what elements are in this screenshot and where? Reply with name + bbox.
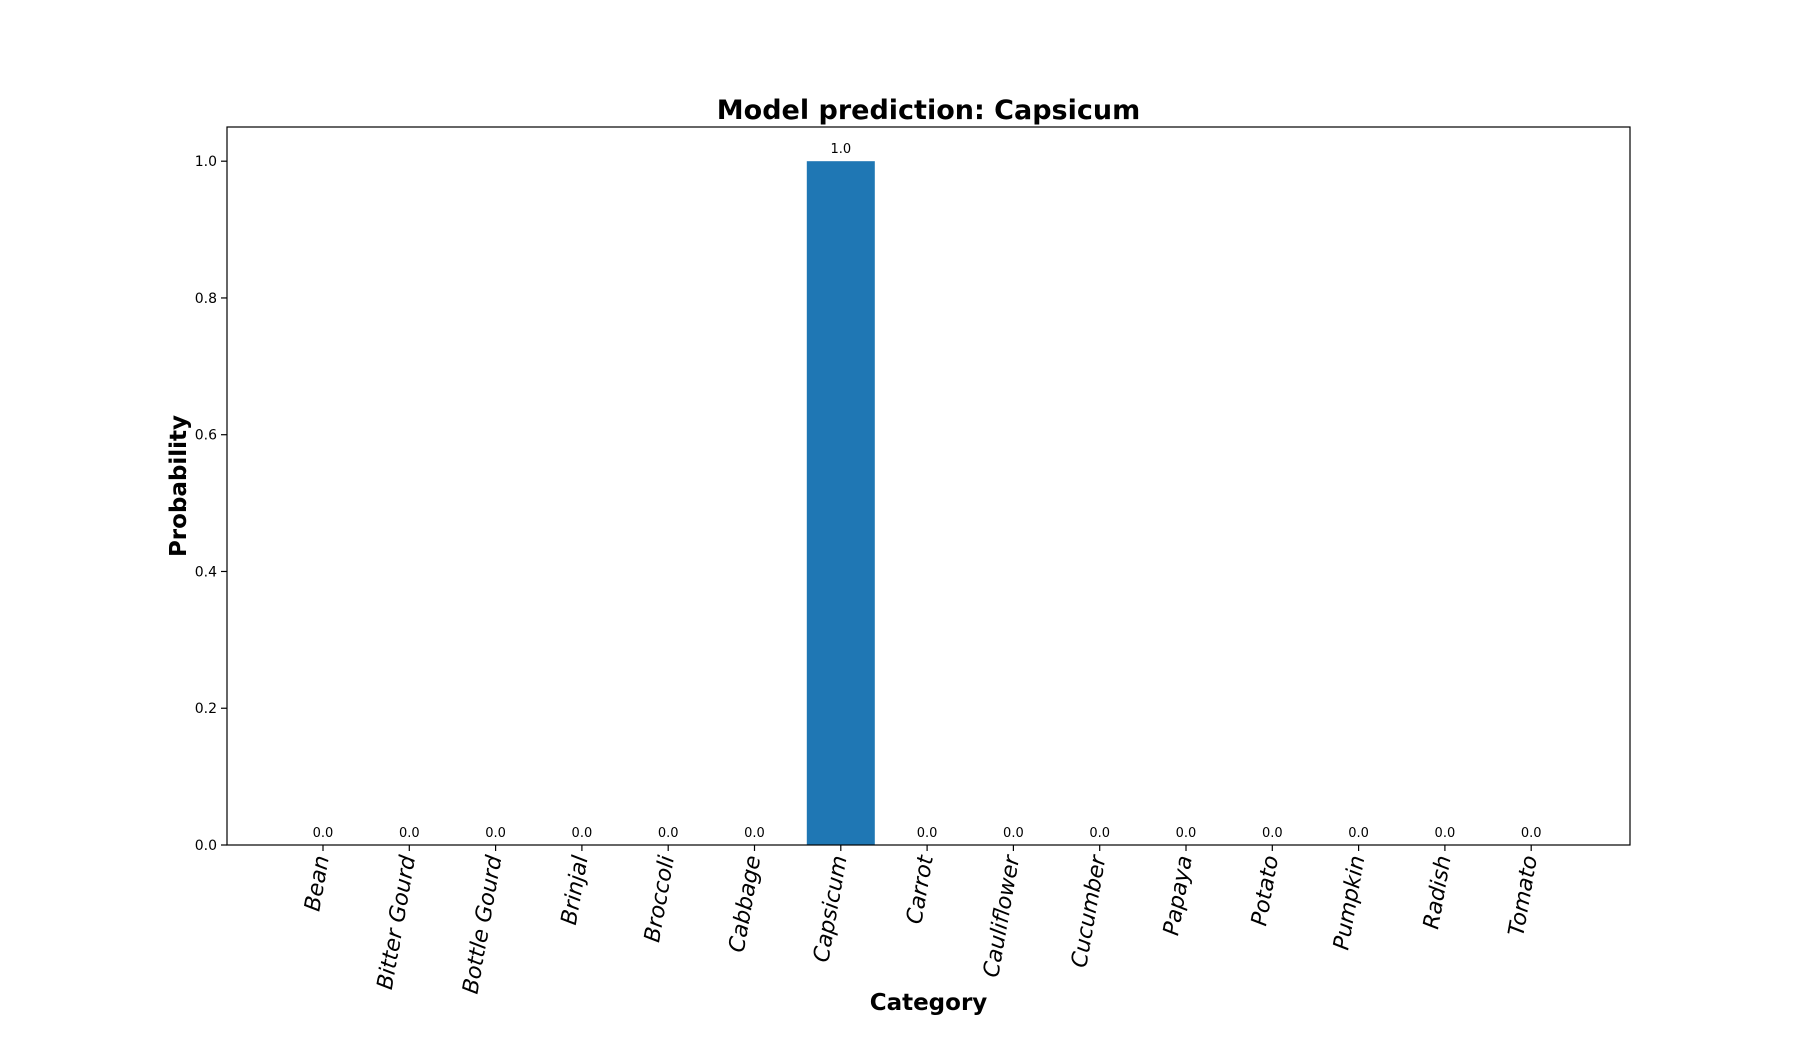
x-tick-label: Bean: [300, 854, 334, 914]
x-tick-label: Radish: [1419, 854, 1457, 931]
data-label: 0.0: [572, 826, 593, 841]
y-tick-label: 0.6: [195, 428, 217, 444]
data-labels-layer: 0.0 0.0 0.0 0.0 0.0 0.0 1.0 0.0 0.0 0.0 0.0 0.0 0.0 0…: [313, 142, 1542, 841]
x-tick-label: Broccoli: [640, 854, 680, 944]
bars-layer: [806, 161, 875, 845]
data-label: 0.0: [1521, 826, 1542, 841]
x-tick-label: Carrot: [902, 852, 939, 926]
data-label: 0.0: [1348, 826, 1369, 841]
x-tick-label: Potato: [1247, 854, 1284, 928]
y-tick-label: 1.0: [195, 154, 217, 170]
x-tick-label: Capsicum: [809, 854, 852, 965]
plot-frame: [226, 126, 1631, 846]
data-label: 0.0: [1003, 826, 1024, 841]
x-tick-label: Papaya: [1159, 854, 1198, 938]
y-tick-label: 0.0: [195, 838, 217, 854]
y-tick-label: 0.4: [195, 564, 217, 580]
data-label: 0.0: [485, 826, 506, 841]
data-label: 0.0: [917, 826, 938, 841]
y-axis-ticks: 0.0 0.2 0.4 0.6 0.8 1.0: [195, 154, 227, 854]
chart-title: Model prediction: Capsicum: [717, 95, 1140, 126]
x-axis-label: Category: [870, 990, 988, 1016]
data-label: 0.0: [1262, 826, 1283, 841]
data-label: 0.0: [1089, 826, 1110, 841]
data-label: 0.0: [744, 826, 765, 841]
x-tick-label: Cucumber: [1067, 852, 1112, 970]
data-label: 0.0: [658, 826, 679, 841]
x-axis-ticks: Bean Bitter Gourd Bottle Gourd Brinjal Brocc…: [300, 845, 1543, 996]
data-label: 0.0: [1176, 826, 1197, 841]
y-tick-label: 0.8: [195, 291, 217, 307]
x-tick-label: Pumpkin: [1329, 854, 1370, 952]
x-tick-label: Bottle Gourd: [459, 853, 508, 996]
data-label: 1.0: [830, 142, 851, 157]
x-tick-label: Tomato: [1504, 854, 1543, 938]
data-label: 0.0: [313, 826, 334, 841]
x-tick-label: Cauliflower: [979, 852, 1025, 980]
bar-capsicum: [806, 161, 875, 845]
x-tick-label: Bitter Gourd: [373, 853, 421, 992]
data-label: 0.0: [1435, 826, 1456, 841]
y-axis-label: Probability: [166, 415, 192, 557]
data-label: 0.0: [399, 826, 420, 841]
x-tick-label: Cabbage: [725, 854, 767, 955]
y-tick-label: 0.2: [195, 701, 217, 717]
x-tick-label: Brinjal: [557, 854, 594, 927]
